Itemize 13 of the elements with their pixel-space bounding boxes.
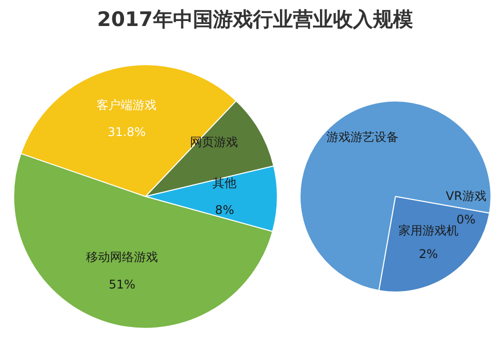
text: 0%: [456, 212, 476, 227]
data-label: 8%: [215, 203, 234, 218]
slice-label: 其他: [212, 176, 237, 190]
slice-label: 游戏游艺设备: [326, 130, 399, 144]
slice-label: 网页游戏: [190, 135, 238, 150]
slice-label: 客户端游戏: [96, 98, 157, 112]
slice-label: 家用游戏机: [398, 224, 458, 238]
data-label: 51%: [108, 277, 136, 292]
data-label: 31.8%: [108, 124, 146, 139]
slice-label: 移动网络游戏: [86, 250, 158, 264]
data-label: 2%: [418, 247, 438, 262]
chart-title: 2017年中国游戏行业营业收入规模: [97, 6, 413, 33]
category-label: VR游戏: [446, 189, 486, 204]
